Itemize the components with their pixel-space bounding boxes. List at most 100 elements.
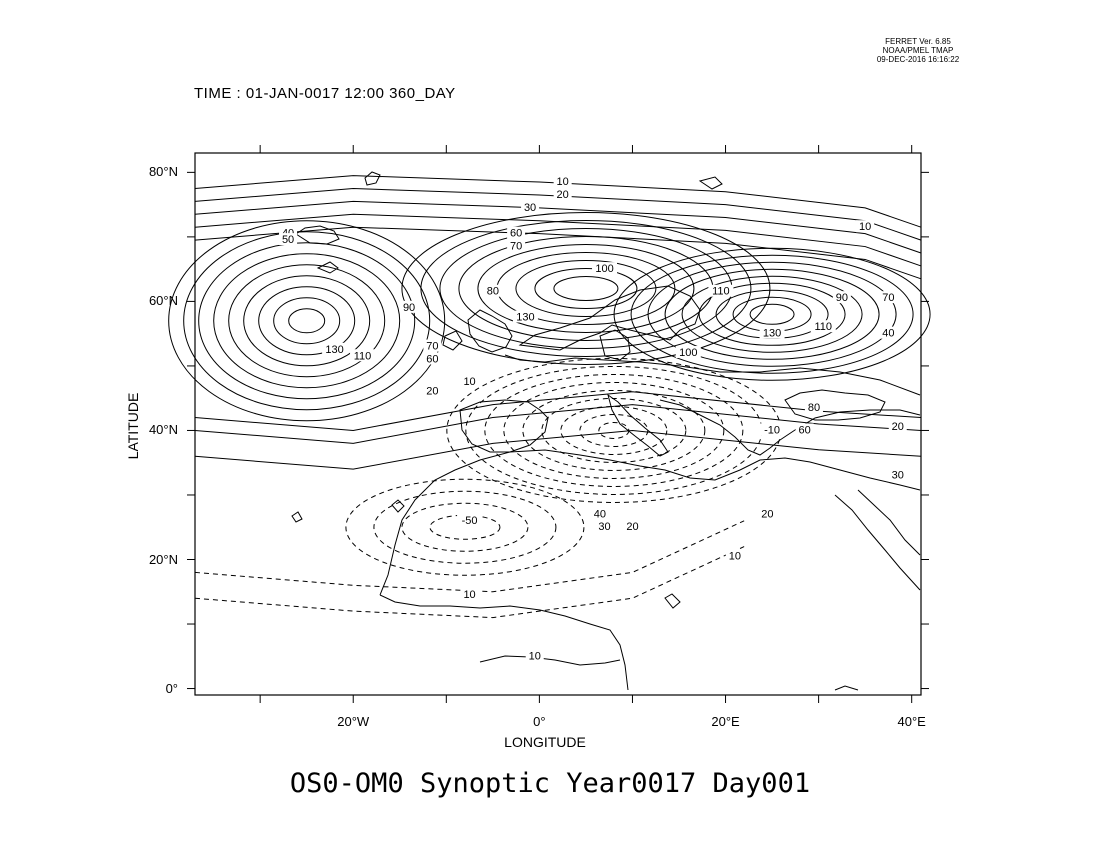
contour-label-bg [457,513,483,526]
contour-zonal-north [194,213,922,267]
contour-label-bg [553,175,572,188]
y-tick-label: 40°N [148,422,178,438]
coastline-canary [391,499,405,513]
contour-ring-low-mediterranean [598,421,630,439]
contour-ring-low-mediterranean [503,381,725,479]
contour-label-bg [879,326,898,339]
contour-label-bg [759,423,785,436]
contour-label-bg [888,468,907,481]
contour-label-layer: 1020304050607080901001101301101301001301… [279,175,907,662]
coastline-baltic [599,329,631,361]
contour-label: 70 [426,341,438,353]
contour-label: 20 [626,521,638,533]
contour-label: 10 [729,550,741,562]
y-tick-label: 0° [165,680,178,696]
x-axis-label: LONGITUDE [504,734,586,750]
contour-label-bg [423,384,442,397]
contour-zonal-north [194,175,922,228]
coastline-horn-island [664,593,681,609]
coastline-scandinavia [518,285,701,351]
contour-label-bg [832,291,851,304]
coastline-iberia [459,399,549,453]
coastline-gulf-of-guinea [479,655,621,666]
contour-ring-high-west [243,275,371,367]
contour-ring-high-west [273,297,341,345]
contour-label-bg [279,233,298,246]
x-tick-label: 20°W [337,714,370,729]
contour-label-bg [759,326,785,339]
y-tick-label: 60°N [148,293,178,309]
contour-label-bg [675,346,701,359]
coastline-greenland [364,171,381,186]
time-label: TIME : 01-JAN-0017 12:00 360_DAY [194,85,456,102]
contour-label-bg [460,375,479,388]
contour-label-bg [525,649,544,662]
contour-layer [168,175,931,619]
contour-label: 10 [463,589,475,601]
contour-label: -50 [462,515,478,527]
ferret-org-text: NOAA/PMEL TMAP [882,46,954,55]
contour-ring-high-east [647,261,897,367]
contour-ring-high-north [553,276,619,301]
ferret-version-text: FERRET Ver. 6.85 [885,37,951,46]
coastline-north-africa [379,449,921,596]
x-tick-label: 0° [533,714,546,729]
contour-ring-low-atlantic [401,502,529,552]
coastline-faroe [316,261,339,274]
x-tick-label: 20°E [711,714,740,729]
contour-ring-high-north [420,220,752,357]
coastline-ireland [442,330,463,351]
contour-label-bg [512,310,538,323]
contour-label: 10 [529,650,541,662]
coastline-italy [607,393,669,457]
contour-zonal-north [194,187,922,241]
contour-label: 40 [882,328,894,340]
coastline-layer [291,171,921,691]
contour-label-bg [856,220,875,233]
contour-label: -10 [764,424,780,436]
contour-ring-high-east [613,247,931,381]
contour-label-bg [423,339,442,352]
contour-label-bg [810,320,836,333]
contour-ring-high-west [198,242,416,400]
contour-ring-high-west [213,253,401,389]
contour-label: 90 [403,302,415,314]
contour-label: 40 [594,508,606,520]
contour-label-bg [553,187,572,200]
contour-label-bg [521,200,540,213]
contour-ring-high-west [168,220,446,422]
contour-label-bg [483,284,502,297]
contour-zonal-north [194,226,922,280]
contour-label: 130 [516,312,534,324]
contour-label-bg [507,226,526,239]
y-axis-label: LATITUDE [125,392,141,460]
contour-ring-high-north [477,244,695,333]
contour-label: 110 [354,350,372,362]
contour-label: 80 [487,286,499,298]
contour-ring-high-north [439,228,733,349]
contour-label-bg [888,420,907,433]
coastline-arabia [857,489,921,556]
contour-label: 50 [282,234,294,246]
contour-label-bg [400,300,419,313]
contour-label: 30 [524,202,536,214]
contour-ring-low-mediterranean [465,365,763,495]
coastline-cape-verde [291,511,303,523]
contour-label: 30 [892,470,904,482]
contour-ring-high-west [288,308,326,334]
contour-label-bg [423,352,442,365]
contour-label: 100 [595,263,613,275]
contour-label: 20 [761,508,773,520]
contour-label: 10 [463,376,475,388]
contour-ring-low-mediterranean [541,397,687,463]
contour-label: 130 [763,328,781,340]
ferret-date-text: 09-DEC-2016 16:16:22 [876,55,960,64]
coastline-west-africa [379,594,629,691]
contour-ring-low-atlantic [345,478,585,576]
contour-label: 70 [510,241,522,253]
contour-label: 80 [808,402,820,414]
contour-zonal-mid [194,391,922,431]
contour-label: 130 [325,344,343,356]
contour-ring-high-east [664,268,880,360]
main-title: OS0-OM0 Synoptic Year0017 Day001 [289,768,811,799]
